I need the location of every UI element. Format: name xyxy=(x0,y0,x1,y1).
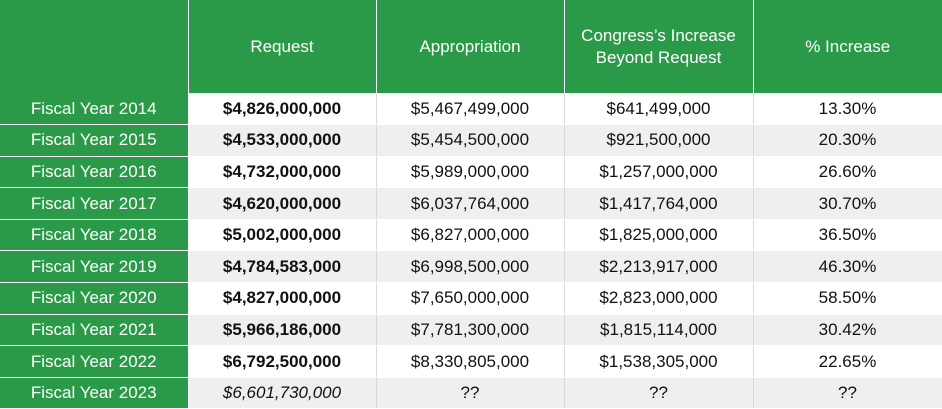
table-row: Fiscal Year 2015 $4,533,000,000 $5,454,500… xyxy=(0,124,942,157)
cell-request: $5,966,186,000 xyxy=(188,314,377,347)
row-header-fiscal-year: Fiscal Year 2018 xyxy=(0,219,189,252)
cell-congress-increase: $1,257,000,000 xyxy=(564,156,754,189)
cell-percent-increase: 13.30% xyxy=(753,93,942,126)
cell-request: $4,533,000,000 xyxy=(188,124,377,157)
cell-congress-increase: $1,538,305,000 xyxy=(564,345,754,378)
row-header-fiscal-year: Fiscal Year 2015 xyxy=(0,124,189,157)
table-row: Fiscal Year 2017 $4,620,000,000 $6,037,764… xyxy=(0,187,942,220)
cell-percent-increase: ?? xyxy=(753,377,942,409)
cell-request: $4,826,000,000 xyxy=(188,93,377,126)
header-corner xyxy=(0,0,189,93)
row-header-fiscal-year: Fiscal Year 2023 xyxy=(0,377,189,409)
table-header: Request Appropriation Congress’s Increas… xyxy=(0,0,942,93)
header-request: Request xyxy=(188,0,377,93)
cell-congress-increase: $641,499,000 xyxy=(564,93,754,126)
cell-congress-increase: $2,213,917,000 xyxy=(564,250,754,284)
header-congress-increase: Congress’s Increase Beyond Request xyxy=(564,0,754,93)
cell-appropriation: $6,037,764,000 xyxy=(376,187,565,220)
row-header-fiscal-year: Fiscal Year 2020 xyxy=(0,282,189,315)
cell-appropriation: $6,827,000,000 xyxy=(376,219,565,252)
row-header-fiscal-year: Fiscal Year 2022 xyxy=(0,345,189,378)
table-row: Fiscal Year 2018 $5,002,000,000 $6,827,000… xyxy=(0,219,942,252)
table-row: Fiscal Year 2016 $4,732,000,000 $5,989,000… xyxy=(0,156,942,189)
table-body: Fiscal Year 2014 $4,826,000,000 $5,467,499… xyxy=(0,93,942,409)
table-row: Fiscal Year 2019 $4,784,583,000 $6,998,500… xyxy=(0,250,942,284)
row-header-fiscal-year: Fiscal Year 2014 xyxy=(0,93,189,126)
cell-appropriation: $5,467,499,000 xyxy=(376,93,565,126)
table-row: Fiscal Year 2020 $4,827,000,000 $7,650,000… xyxy=(0,282,942,315)
cell-percent-increase: 26.60% xyxy=(753,156,942,189)
cell-appropriation: $5,454,500,000 xyxy=(376,124,565,157)
cell-request: $4,620,000,000 xyxy=(188,187,377,220)
table-row: Fiscal Year 2021 $5,966,186,000 $7,781,300… xyxy=(0,314,942,347)
header-percent-increase: % Increase xyxy=(753,0,942,93)
table-row: Fiscal Year 2023 $6,601,730,000?????? xyxy=(0,377,942,409)
cell-request: $6,792,500,000 xyxy=(188,345,377,378)
cell-request: $6,601,730,000 xyxy=(188,377,377,409)
row-header-fiscal-year: Fiscal Year 2017 xyxy=(0,187,189,220)
cell-appropriation: $5,989,000,000 xyxy=(376,156,565,189)
cell-congress-increase: $921,500,000 xyxy=(564,124,754,157)
row-header-fiscal-year: Fiscal Year 2021 xyxy=(0,314,189,347)
cell-percent-increase: 58.50% xyxy=(753,282,942,315)
cell-request: $5,002,000,000 xyxy=(188,219,377,252)
header-appropriation: Appropriation xyxy=(376,0,565,93)
cell-congress-increase: $1,417,764,000 xyxy=(564,187,754,220)
cell-percent-increase: 30.70% xyxy=(753,187,942,220)
cell-appropriation: $7,650,000,000 xyxy=(376,282,565,315)
cell-percent-increase: 30.42% xyxy=(753,314,942,347)
cell-percent-increase: 22.65% xyxy=(753,345,942,378)
row-header-fiscal-year: Fiscal Year 2019 xyxy=(0,250,189,284)
row-header-fiscal-year: Fiscal Year 2016 xyxy=(0,156,189,189)
cell-request: $4,732,000,000 xyxy=(188,156,377,189)
header-row: Request Appropriation Congress’s Increas… xyxy=(0,0,942,93)
cell-appropriation: ?? xyxy=(376,377,565,409)
cell-appropriation: $7,781,300,000 xyxy=(376,314,565,347)
table-row: Fiscal Year 2022 $6,792,500,000 $8,330,805… xyxy=(0,345,942,378)
cell-request: $4,827,000,000 xyxy=(188,282,377,315)
cell-percent-increase: 36.50% xyxy=(753,219,942,252)
cell-appropriation: $8,330,805,000 xyxy=(376,345,565,378)
cell-congress-increase: $2,823,000,000 xyxy=(564,282,754,315)
cell-percent-increase: 46.30% xyxy=(753,250,942,284)
cell-congress-increase: $1,815,114,000 xyxy=(564,314,754,347)
cell-request: $4,784,583,000 xyxy=(188,250,377,284)
cell-congress-increase: $1,825,000,000 xyxy=(564,219,754,252)
cell-percent-increase: 20.30% xyxy=(753,124,942,157)
table-row: Fiscal Year 2014 $4,826,000,000 $5,467,499… xyxy=(0,93,942,126)
cell-congress-increase: ?? xyxy=(564,377,754,409)
cell-appropriation: $6,998,500,000 xyxy=(376,250,565,284)
